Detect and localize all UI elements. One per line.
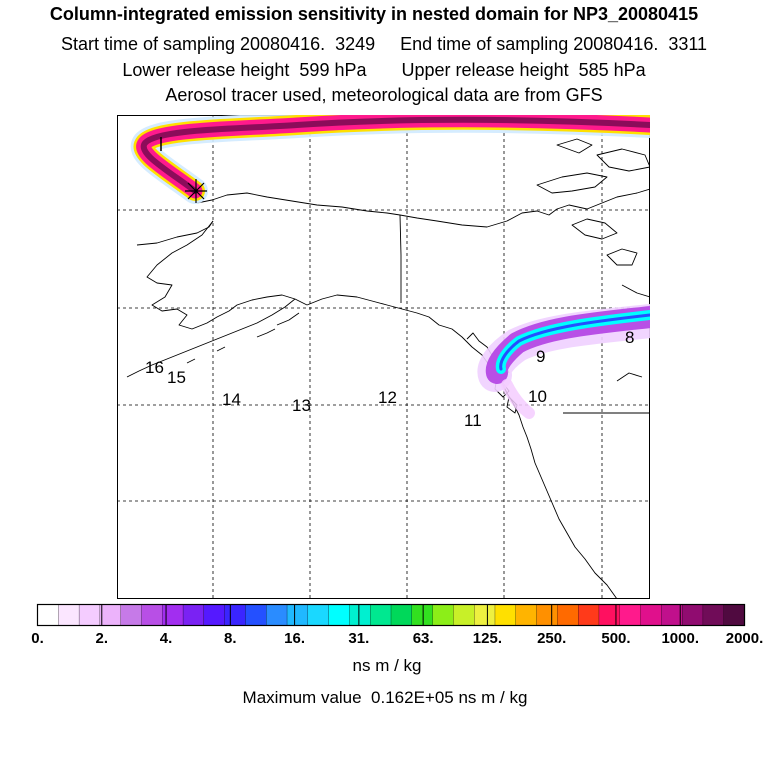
colorbar-cell: [286, 604, 309, 626]
colorbar-cell: [307, 604, 330, 626]
colorbar-tick-label: 2000.: [725, 630, 764, 647]
colorbar-cell: [328, 604, 350, 626]
colorbar-cell: [515, 604, 538, 626]
colorbar-cell: [494, 604, 517, 626]
colorbar-cell: [390, 604, 413, 626]
colorbar-cell: [453, 604, 475, 626]
colorbar-cell: [681, 604, 704, 626]
colorbar-cell: [141, 604, 163, 626]
colorbar-cell: [182, 604, 205, 626]
colorbar-cell: [474, 604, 496, 626]
colorbar-cell: [536, 604, 558, 626]
trajectory-label-15: 15: [167, 368, 186, 387]
colorbar-tick-label: 250.: [537, 630, 567, 647]
trajectory-labels: 16 15 14 13 12 11 10 9 8: [145, 328, 634, 430]
colorbar-tick-label: 500.: [601, 630, 631, 647]
colorbar-cell: [661, 604, 683, 626]
colorbar-tick-label: 0.: [31, 630, 44, 647]
release-point-marker: [185, 179, 207, 203]
trajectory-label-13: 13: [292, 396, 311, 415]
release-heights: Lower release height 599 hPa Upper relea…: [122, 60, 646, 80]
colorbar-units: ns m / kg: [352, 656, 422, 675]
colorbar-tick-label: 8.: [224, 630, 237, 647]
colorbar-tick-label: 63.: [412, 630, 434, 647]
colorbar-cell: [723, 604, 746, 626]
colorbar-cell: [78, 604, 101, 626]
trajectory-label-11: 11: [464, 411, 482, 430]
trajectory-label-9: 9: [536, 347, 545, 366]
trajectory-label-12: 12: [378, 388, 397, 407]
colorbar-tick-label: 125.: [472, 630, 503, 647]
colorbar-cell: [577, 604, 600, 626]
tracer-info: Aerosol tracer used, meteorological data…: [165, 85, 603, 105]
trajectory-label-8: 8: [625, 328, 634, 347]
graticule: [117, 115, 650, 599]
colorbar: [36, 603, 746, 627]
colorbar-cell: [619, 604, 642, 626]
colorbar-cell: [702, 604, 725, 626]
colorbar-cell: [58, 604, 80, 626]
colorbar-cell: [37, 604, 59, 626]
colorbar-cell: [224, 604, 246, 626]
colorbar-cell: [557, 604, 579, 626]
colorbar-cell: [203, 604, 226, 626]
colorbar-cell: [432, 604, 454, 626]
colorbar-cell: [245, 604, 267, 626]
emission-sensitivity-map: 16 15 14 13 12 11 10 9 8: [117, 115, 650, 599]
colorbar-tick-label: 16.: [284, 630, 306, 647]
trajectory-label-10: 10: [528, 387, 547, 406]
maximum-value: Maximum value 0.162E+05 ns m / kg: [242, 688, 528, 707]
colorbar-cell: [120, 604, 143, 626]
colorbar-cell: [370, 604, 392, 626]
colorbar-cell: [598, 604, 621, 626]
colorbar-cell: [162, 604, 184, 626]
plume-south: [477, 304, 650, 419]
sampling-times: Start time of sampling 20080416. 3249 En…: [60, 34, 708, 54]
colorbar-cell: [640, 604, 662, 626]
figure-title: Column-integrated emission sensitivity i…: [49, 4, 699, 24]
colorbar-cell: [266, 604, 288, 626]
colorbar-cell: [411, 604, 434, 626]
trajectory-label-14: 14: [222, 390, 241, 409]
colorbar-tick-label: 31.: [348, 630, 370, 647]
colorbar-tick-label: 2.: [95, 630, 109, 647]
colorbar-tick-label: 1000.: [661, 630, 699, 647]
trajectory-label-16: 16: [145, 358, 164, 377]
colorbar-tick-label: 4.: [159, 630, 173, 647]
plume-north: [130, 115, 650, 204]
colorbar-cell: [99, 604, 122, 626]
colorbar-cell: [349, 604, 371, 626]
